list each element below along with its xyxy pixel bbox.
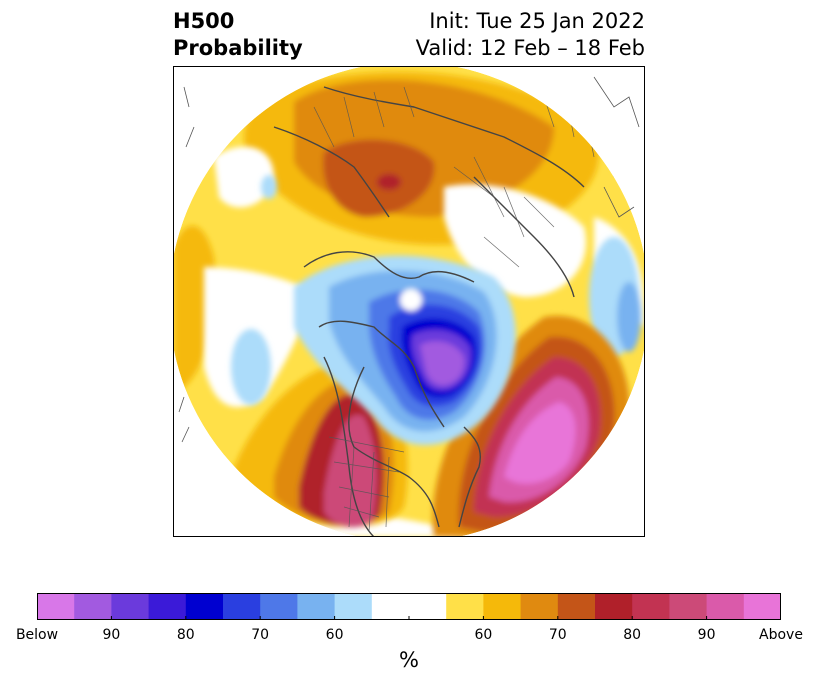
colorbar-swatch bbox=[557, 593, 596, 620]
colorbar-swatch bbox=[185, 593, 224, 620]
colorbar bbox=[37, 593, 781, 620]
colorbar-swatch bbox=[632, 593, 670, 620]
colorbar-tick-label: Above bbox=[759, 627, 803, 643]
probability-map bbox=[173, 66, 645, 537]
colorbar-swatch bbox=[223, 593, 261, 620]
colorbar-swatch bbox=[37, 593, 75, 620]
valid-range: Valid: 12 Feb – 18 Feb bbox=[415, 36, 645, 60]
colorbar-swatch bbox=[260, 593, 298, 620]
colorbar-tick-label: 80 bbox=[176, 627, 195, 643]
outer-coastlines bbox=[178, 76, 640, 443]
colorbar-swatch bbox=[148, 593, 187, 620]
hudson-bay-trough bbox=[294, 255, 516, 446]
colorbar-swatch bbox=[446, 593, 484, 620]
colorbar-swatch bbox=[743, 593, 781, 620]
colorbar-unit: % bbox=[399, 648, 419, 672]
colorbar-swatch bbox=[706, 593, 745, 620]
colorbar-swatch bbox=[297, 593, 336, 620]
product-title: Probability bbox=[173, 36, 303, 60]
colorbar-tick-label: 90 bbox=[102, 627, 121, 643]
colorbar-tick-label: 80 bbox=[623, 627, 642, 643]
colorbar-swatch bbox=[520, 593, 559, 620]
colorbar-swatch bbox=[409, 593, 447, 620]
colorbar-swatch bbox=[483, 593, 522, 620]
colorbar-swatch bbox=[595, 593, 633, 620]
colorbar-tick-label: 60 bbox=[474, 627, 493, 643]
outside-disk-mask bbox=[174, 67, 644, 536]
colorbar-swatch bbox=[334, 593, 373, 620]
colorbar-swatch bbox=[111, 593, 150, 620]
colorbar-swatch bbox=[669, 593, 708, 620]
colorbar-swatch bbox=[74, 593, 112, 620]
colorbar-tick-label: 70 bbox=[251, 627, 270, 643]
init-date: Init: Tue 25 Jan 2022 bbox=[429, 9, 645, 33]
title-left: H500 Probability bbox=[173, 8, 303, 62]
colorbar-tick-label: 60 bbox=[325, 627, 344, 643]
colorbar-tick-label: Below bbox=[15, 627, 59, 643]
colorbar-swatch bbox=[371, 593, 410, 620]
colorbar-tick-label: 90 bbox=[697, 627, 716, 643]
colorbar-tick-label: 70 bbox=[548, 627, 567, 643]
title-right: Init: Tue 25 Jan 2022 Valid: 12 Feb – 18… bbox=[416, 8, 645, 62]
field-title: H500 bbox=[173, 9, 235, 33]
minor-negative-patches bbox=[231, 175, 641, 405]
map-canvas bbox=[174, 67, 644, 536]
political-borders bbox=[313, 86, 615, 533]
